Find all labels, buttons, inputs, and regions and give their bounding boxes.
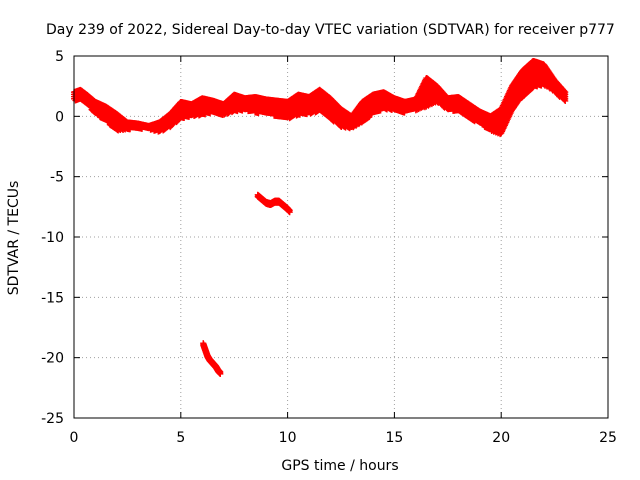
y-tick-label: -15 (41, 290, 64, 306)
x-tick-label: 20 (492, 430, 510, 446)
x-tick-label: 25 (599, 430, 617, 446)
y-tick-label: 5 (55, 49, 64, 65)
y-tick-label: -25 (41, 411, 64, 427)
x-tick-label: 0 (70, 430, 79, 446)
chart-title: Day 239 of 2022, Sidereal Day-to-day VTE… (46, 22, 615, 38)
x-tick-label: 15 (385, 430, 403, 446)
y-tick-label: 0 (55, 109, 64, 125)
y-tick-label: -20 (41, 351, 64, 367)
x-tick-label: 10 (279, 430, 297, 446)
y-axis-label: SDTVAR / TECUs (6, 181, 22, 296)
x-axis-label: GPS time / hours (281, 458, 398, 474)
x-tick-label: 5 (176, 430, 185, 446)
y-tick-label: -10 (41, 230, 64, 246)
y-tick-label: -5 (50, 170, 64, 186)
data-points (71, 57, 569, 377)
data-point (366, 113, 373, 120)
